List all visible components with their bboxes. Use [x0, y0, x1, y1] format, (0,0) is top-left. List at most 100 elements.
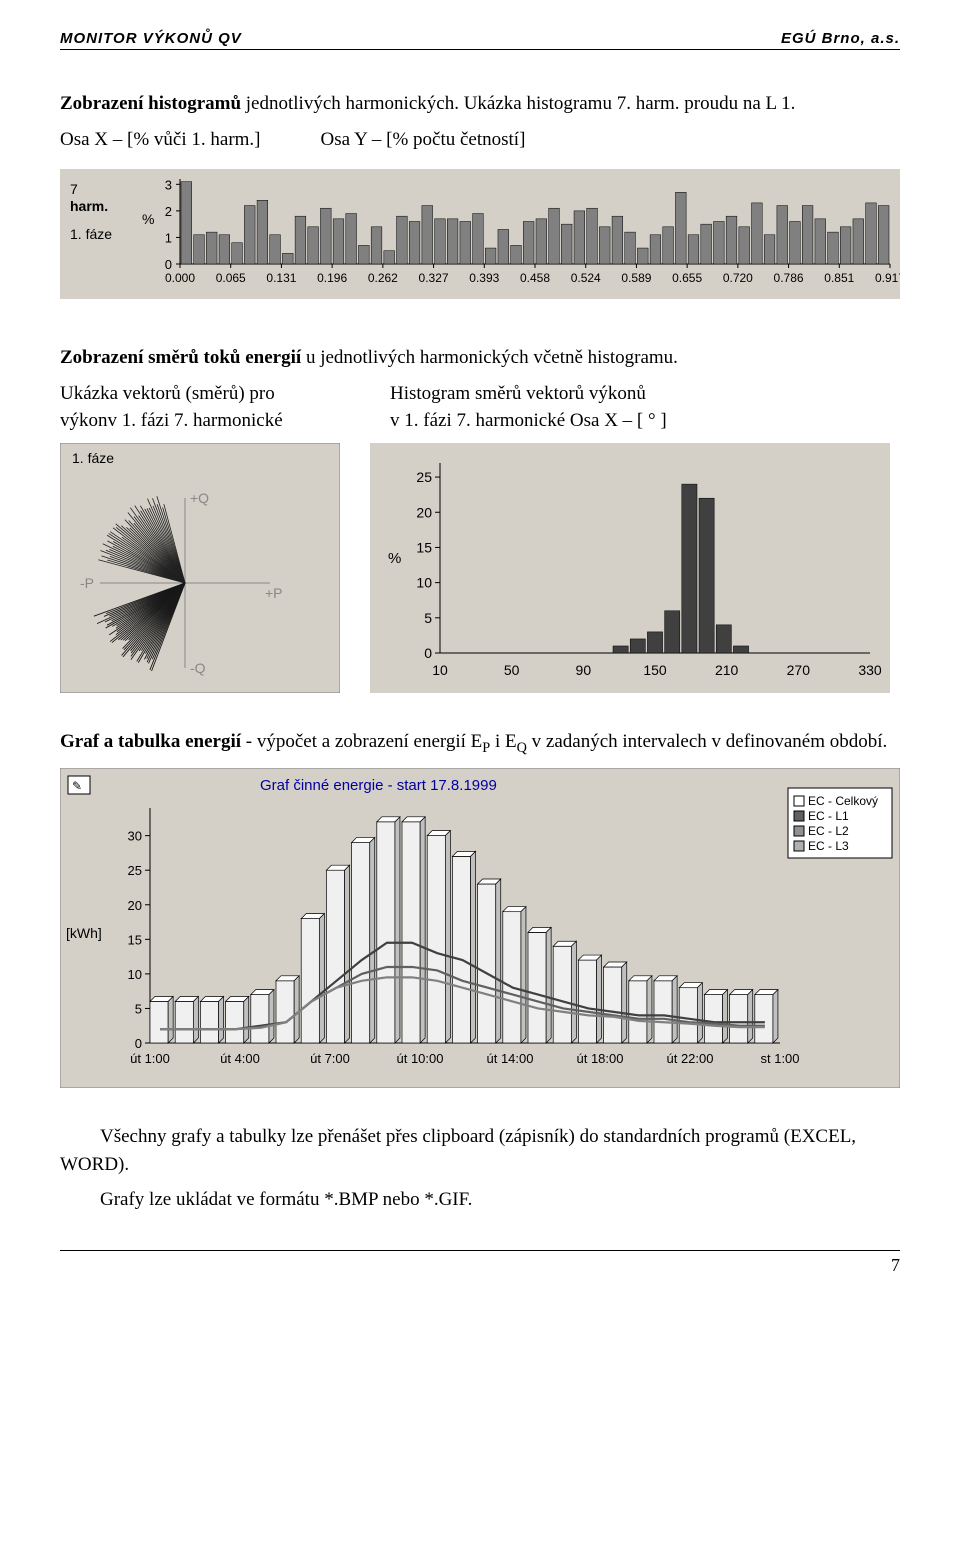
svg-text:5: 5	[424, 610, 432, 626]
footer-rule	[60, 1250, 900, 1251]
sec4-p1: Všechny grafy a tabulky lze přenášet pře…	[60, 1123, 900, 1178]
svg-text:0.917: 0.917	[875, 271, 900, 285]
svg-text:330: 330	[858, 662, 882, 678]
sec3-sub2: Q	[517, 740, 527, 756]
svg-text:út 10:00: út 10:00	[397, 1051, 444, 1066]
svg-text:0.720: 0.720	[723, 271, 753, 285]
col1-l2: výkonv 1. fázi 7. harmonické	[60, 407, 360, 435]
energy-chart: ✎ Graf činné energie - start 17.8.1999 EC …	[60, 768, 900, 1093]
sec2-text: Zobrazení směrů toků energií u jednotliv…	[60, 344, 900, 372]
sec2-rest: u jednotlivých harmonických včetně histo…	[301, 347, 678, 368]
svg-text:1: 1	[165, 231, 172, 246]
svg-text:0.786: 0.786	[774, 271, 804, 285]
header-left: MONITOR VÝKONŮ QV	[60, 30, 242, 47]
svg-text:25: 25	[416, 469, 432, 485]
svg-text:3: 3	[165, 177, 172, 192]
svg-text:0: 0	[135, 1036, 142, 1051]
col2-l2: v 1. fázi 7. harmonické Osa X – [ ° ]	[390, 407, 900, 435]
svg-text:30: 30	[128, 829, 142, 844]
svg-text:5: 5	[135, 1002, 142, 1017]
svg-text:EC - L2: EC - L2	[808, 824, 849, 838]
svg-text:+P: +P	[265, 585, 283, 601]
sec4-p2: Grafy lze ukládat ve formátu *.BMP nebo …	[60, 1186, 900, 1214]
svg-text:20: 20	[128, 898, 142, 913]
sec3-text: Graf a tabulka energií - výpočet a zobra…	[60, 728, 900, 758]
sec3-r2: i E	[490, 731, 516, 752]
svg-text:-Q: -Q	[190, 660, 206, 676]
svg-text:%: %	[142, 211, 154, 227]
svg-text:0.000: 0.000	[165, 271, 195, 285]
svg-text:0.065: 0.065	[216, 271, 246, 285]
svg-text:út 14:00: út 14:00	[487, 1051, 534, 1066]
svg-text:50: 50	[504, 662, 520, 678]
svg-text:210: 210	[715, 662, 739, 678]
chart4-svg: ✎ Graf činné energie - start 17.8.1999 EC …	[60, 768, 900, 1088]
svg-text:EC - L3: EC - L3	[808, 839, 849, 853]
svg-text:0.327: 0.327	[419, 271, 449, 285]
svg-text:st 1:00: st 1:00	[760, 1051, 799, 1066]
svg-text:0: 0	[165, 257, 172, 272]
sec3-r3: v zadaných intervalech v definovaném obd…	[527, 731, 887, 752]
sec3-bold: Graf a tabulka energií	[60, 731, 241, 752]
sec1-text: Zobrazení histogramů jednotlivých harmon…	[60, 90, 900, 118]
svg-text:0.262: 0.262	[368, 271, 398, 285]
svg-text:0: 0	[424, 645, 432, 661]
axis-x-desc: Osa X – [% vůči 1. harm.]	[60, 126, 261, 154]
col1-l1: Ukázka vektorů (směrů) pro	[60, 380, 360, 408]
svg-text:út 18:00: út 18:00	[577, 1051, 624, 1066]
sec1-axes: Osa X – [% vůči 1. harm.] Osa Y – [% poč…	[60, 126, 900, 154]
svg-text:0.196: 0.196	[317, 271, 347, 285]
svg-text:út 22:00: út 22:00	[667, 1051, 714, 1066]
sec1-bold: Zobrazení histogramů	[60, 93, 241, 114]
chart1-svg: 7harm. 1. fáze% 3 2 1 00.000 0.065 0.131 0.196 0.…	[60, 169, 900, 299]
svg-text:út 4:00: út 4:00	[220, 1051, 260, 1066]
svg-text:10: 10	[128, 967, 142, 982]
svg-text:0.393: 0.393	[469, 271, 499, 285]
svg-text:15: 15	[128, 933, 142, 948]
chart2-svg: 1. fáze +Q +P -Q -P	[60, 443, 340, 693]
svg-text:út 1:00: út 1:00	[130, 1051, 170, 1066]
svg-text:15: 15	[416, 539, 432, 555]
svg-text:0.655: 0.655	[672, 271, 702, 285]
svg-text:+Q: +Q	[190, 490, 209, 506]
page-header: MONITOR VÝKONŮ QV EGÚ Brno, a.s.	[60, 30, 900, 50]
sec3-r1: - výpočet a zobrazení energií E	[241, 731, 482, 752]
col2-l1: Histogram směrů vektorů výkonů	[390, 380, 900, 408]
svg-text:EC - Celkový: EC - Celkový	[808, 794, 878, 808]
chart3-svg: %2520151050105090150210270330	[370, 443, 890, 693]
svg-text:0.851: 0.851	[824, 271, 854, 285]
svg-text:-P: -P	[80, 575, 94, 591]
sec2-bold: Zobrazení směrů toků energií	[60, 347, 301, 368]
svg-text:1. fáze: 1. fáze	[70, 226, 112, 242]
svg-text:EC - L1: EC - L1	[808, 809, 849, 823]
svg-text:25: 25	[128, 863, 142, 878]
page-number: 7	[60, 1255, 900, 1276]
svg-text:90: 90	[576, 662, 592, 678]
svg-text:út 7:00: út 7:00	[310, 1051, 350, 1066]
svg-text:%: %	[388, 550, 401, 567]
svg-text:Graf činné energie - start 17.: Graf činné energie - start 17.8.1999	[260, 777, 497, 794]
vector-chart: 1. fáze +Q +P -Q -P	[60, 443, 340, 698]
svg-text:harm.: harm.	[70, 198, 108, 214]
svg-text:20: 20	[416, 504, 432, 520]
svg-text:2: 2	[165, 204, 172, 219]
svg-text:[kWh]: [kWh]	[66, 925, 102, 941]
svg-text:0.589: 0.589	[621, 271, 651, 285]
axis-y-desc: Osa Y – [% počtu četností]	[321, 126, 526, 154]
svg-text:✎: ✎	[72, 779, 82, 793]
svg-text:10: 10	[432, 662, 448, 678]
svg-text:0.458: 0.458	[520, 271, 550, 285]
chart-row: 1. fáze+Q+P-Q-P %25201510501050901502102…	[60, 443, 900, 698]
sec1-rest: jednotlivých harmonických. Ukázka histog…	[241, 93, 795, 114]
histogram-chart: 7harm. 1. fáze% 3 2 1 00.000 0.065 0.131 0.196 0.…	[60, 169, 900, 304]
svg-text:1. fáze: 1. fáze	[72, 450, 114, 466]
svg-text:270: 270	[787, 662, 811, 678]
direction-histogram: %2520151050105090150210270330	[370, 443, 900, 698]
svg-text:0.524: 0.524	[571, 271, 601, 285]
svg-text:7: 7	[70, 181, 78, 197]
svg-text:0.131: 0.131	[266, 271, 296, 285]
svg-text:10: 10	[416, 574, 432, 590]
header-right: EGÚ Brno, a.s.	[781, 30, 900, 47]
svg-text:150: 150	[643, 662, 667, 678]
sec2-cols: Ukázka vektorů (směrů) pro výkonv 1. fáz…	[60, 380, 900, 435]
